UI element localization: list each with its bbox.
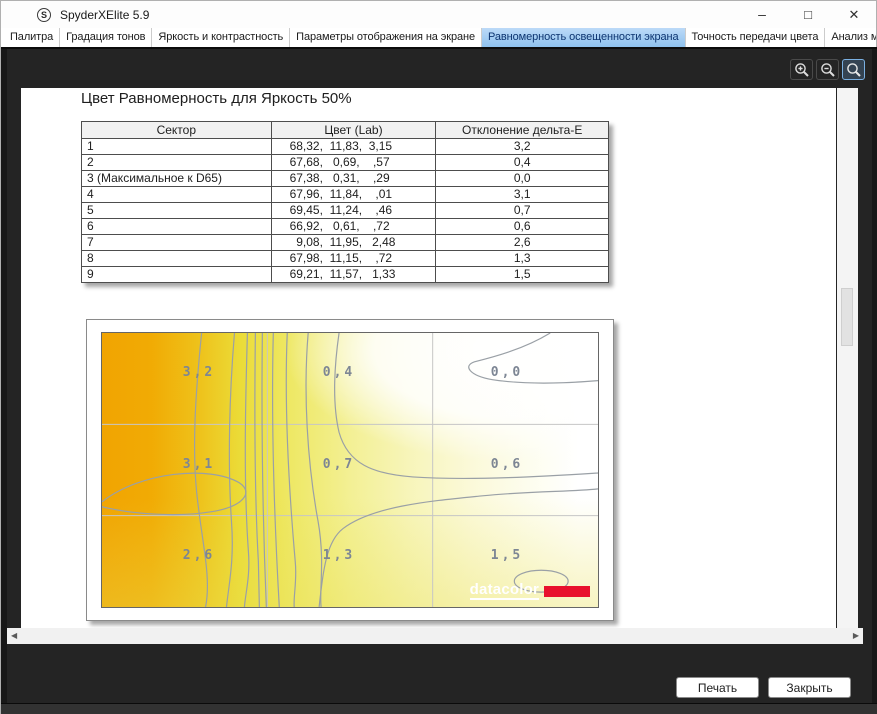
window-controls: – □ ✕ (754, 1, 862, 28)
sector-8-value: 1,3 (322, 548, 356, 563)
table-row: 5 69,45, 11,24, ,46 0,7 (81, 202, 609, 219)
tab-color-accuracy[interactable]: Точность передачи цвета (686, 28, 826, 47)
sector-9-value: 1,5 (490, 548, 524, 563)
close-icon[interactable]: ✕ (848, 7, 860, 22)
col-header-delta: Отклонение дельта-E (435, 121, 609, 139)
window-bottom-strip (1, 703, 877, 714)
tab-tone-gradation[interactable]: Градация тонов (60, 28, 153, 47)
table-row: 3 (Максимальное к D65) 67,38, 0,31, ,29 … (81, 170, 609, 187)
table-row: 9 69,21, 11,57, 1,33 1,5 (81, 266, 609, 283)
datacolor-red-bar (544, 586, 590, 597)
close-button[interactable]: Закрыть (768, 677, 851, 698)
contour-plot: 3,2 0,4 0,0 3,1 0,7 0,6 2,6 1,3 1,5 data… (101, 332, 599, 608)
sector-2-value: 0,4 (322, 365, 356, 380)
tab-screen-uniformity[interactable]: Равномерность освещенности экрана (482, 28, 686, 47)
uniformity-table: Сектор Цвет (Lab) Отклонение дельта-E 1 … (81, 121, 609, 283)
maximize-icon[interactable]: □ (804, 7, 812, 22)
table-row: 6 66,92, 0,61, ,72 0,6 (81, 218, 609, 235)
sector-6-value: 0,6 (490, 457, 524, 472)
app-logo-icon: S (37, 7, 51, 22)
sector-4-value: 3,1 (182, 457, 216, 472)
vertical-scrollbar[interactable] (837, 88, 858, 628)
title-bar: S SpyderXElite 5.9 – □ ✕ (1, 1, 876, 28)
table-row: 1 68,32, 11,83, 3,15 3,2 (81, 138, 609, 155)
tab-monitor-analysis[interactable]: Анализ монитора (825, 28, 876, 47)
zoom-out-icon[interactable] (816, 59, 839, 80)
horizontal-scrollbar[interactable]: ◀ ▶ (7, 628, 863, 644)
report-page: Цвет Равномерность для Яркость 50% Секто… (21, 88, 836, 628)
window-title: SpyderXElite 5.9 (60, 7, 150, 22)
table-row: 4 67,96, 11,84, ,01 3,1 (81, 186, 609, 203)
sector-1-value: 3,2 (182, 365, 216, 380)
tab-palette[interactable]: Палитра (4, 28, 61, 47)
page-title: Цвет Равномерность для Яркость 50% (81, 90, 352, 107)
scroll-left-icon[interactable]: ◀ (11, 631, 18, 640)
print-button[interactable]: Печать (676, 677, 759, 698)
datacolor-logo: datacolor (469, 581, 590, 600)
scroll-right-icon[interactable]: ▶ (852, 631, 859, 640)
minimize-icon[interactable]: – (758, 6, 766, 22)
sector-7-value: 2,6 (182, 548, 216, 563)
col-header-sector: Сектор (81, 121, 272, 139)
vertical-scrollbar-thumb[interactable] (841, 288, 853, 346)
table-row: 8 67,98, 11,15, ,72 1,3 (81, 250, 609, 267)
contour-lines (102, 333, 598, 607)
tab-bar: Палитра Градация тонов Яркость и контрас… (1, 28, 876, 47)
sector-5-value: 0,7 (322, 457, 356, 472)
tab-osd-settings[interactable]: Параметры отображения на экране (290, 28, 483, 47)
col-header-lab: Цвет (Lab) (270, 121, 437, 139)
datacolor-wordmark: datacolor (469, 581, 539, 600)
table-row: 2 67,68, 0,69, ,57 0,4 (81, 154, 609, 171)
sector-3-value: 0,0 (490, 365, 524, 380)
table-header-row: Сектор Цвет (Lab) Отклонение дельта-E (81, 121, 609, 139)
zoom-toolbar (790, 59, 865, 80)
uniformity-contour-chart: 3,2 0,4 0,0 3,1 0,7 0,6 2,6 1,3 1,5 data… (86, 319, 614, 621)
tab-brightness-contrast[interactable]: Яркость и контрастность (152, 28, 291, 47)
zoom-in-icon[interactable] (790, 59, 813, 80)
table-row: 7 9,08, 11,95, 2,48 2,6 (81, 234, 609, 251)
report-viewer: Цвет Равномерность для Яркость 50% Секто… (1, 47, 877, 714)
zoom-fit-icon[interactable] (842, 59, 865, 80)
footer-actions: Печать Закрыть (676, 677, 851, 698)
